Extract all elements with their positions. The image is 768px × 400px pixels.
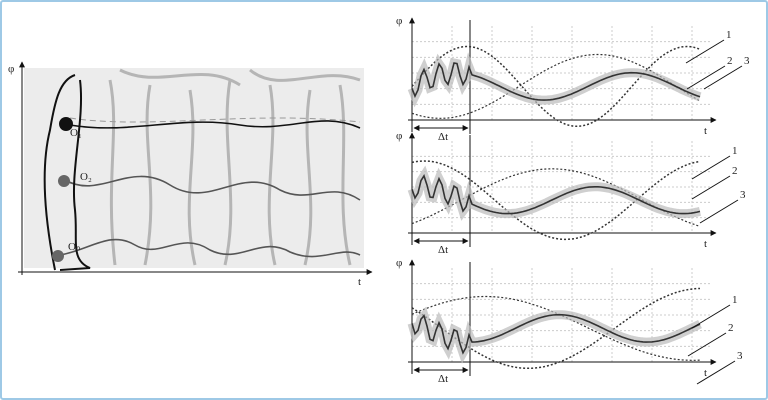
leader-line [687,332,727,357]
reference-curve [411,53,701,119]
leg [43,74,91,271]
interval-label: Δt [438,373,448,385]
response-curve [411,313,701,355]
joint [59,117,73,131]
y-axis-label: φ [396,130,402,142]
trajectory-n [59,238,361,258]
interval-label: Δt [438,131,448,143]
leader-line [685,39,725,64]
walking-figures [108,68,361,266]
x-axis-label: t [704,125,707,137]
curve-label: 1 [732,145,738,157]
left-panel: φ t O₁ O₂ Oₙ [8,61,373,288]
graph-panel: φ t Δt 1 23 [396,130,746,256]
curve-label: 3 [744,55,750,67]
curve-label: 1 [732,294,738,306]
interval-label: Δt [438,244,448,256]
leader-line [691,155,731,180]
leader-line [699,199,739,224]
x-axis-label: t [704,238,707,250]
trajectory-dashed [69,117,361,123]
trajectory-1 [69,120,361,129]
curve-label: 2 [732,165,738,177]
curve-label: 2 [727,55,733,67]
x-axis-label: t [358,276,361,288]
tolerance-band [407,306,702,364]
x-axis-label: t [704,367,707,379]
leader-line [691,304,731,329]
reference-curve [411,287,701,370]
response-curve [411,174,701,215]
trajectory-2 [64,175,361,201]
leader-line [691,175,731,200]
curve-label: 3 [737,350,743,362]
tolerance-band [407,52,702,108]
point-label: O₂ [80,171,92,183]
y-axis-label: φ [8,63,14,75]
reference-curve [411,160,701,241]
y-axis-label: φ [396,257,402,269]
curve-label: 1 [726,29,732,41]
response-curve [411,62,701,101]
leader-line [703,65,743,90]
joint [58,175,70,187]
curve-label: 3 [740,189,746,201]
reference-curve [411,45,701,128]
leader-line [686,65,726,90]
curve-label: 2 [728,322,734,334]
y-axis-label: φ [396,15,402,27]
graph-panel: φ t Δt 1 2 3 [396,257,743,385]
point-label: O₁ [70,127,82,139]
point-label: Oₙ [68,241,80,253]
joint [52,250,64,262]
leader-line [696,360,736,385]
